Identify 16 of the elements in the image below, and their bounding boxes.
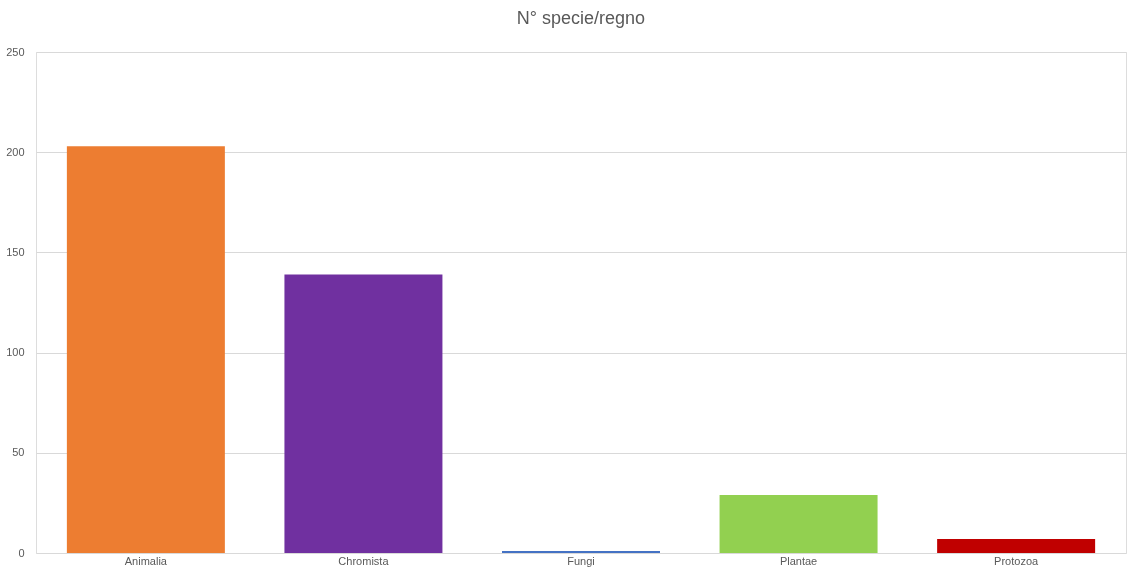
y-tick-label: 100 [6,346,25,359]
bar [284,274,443,553]
x-tick-label: Protozoa [994,554,1040,567]
y-tick-label: 0 [18,546,25,559]
x-tick-label: Chromista [338,554,390,567]
bar [66,146,225,553]
x-tick-label: Plantae [779,554,818,567]
y-tick-label: 250 [6,45,25,58]
chart-title: N° specie/regno [516,8,646,28]
y-tick-label: 150 [6,245,25,258]
y-tick-label: 50 [12,446,25,459]
bar [719,494,878,553]
bar [937,538,1096,553]
x-tick-label: Animalia [124,554,168,567]
y-tick-label: 200 [6,145,25,158]
x-tick-label: Fungi [567,554,595,567]
